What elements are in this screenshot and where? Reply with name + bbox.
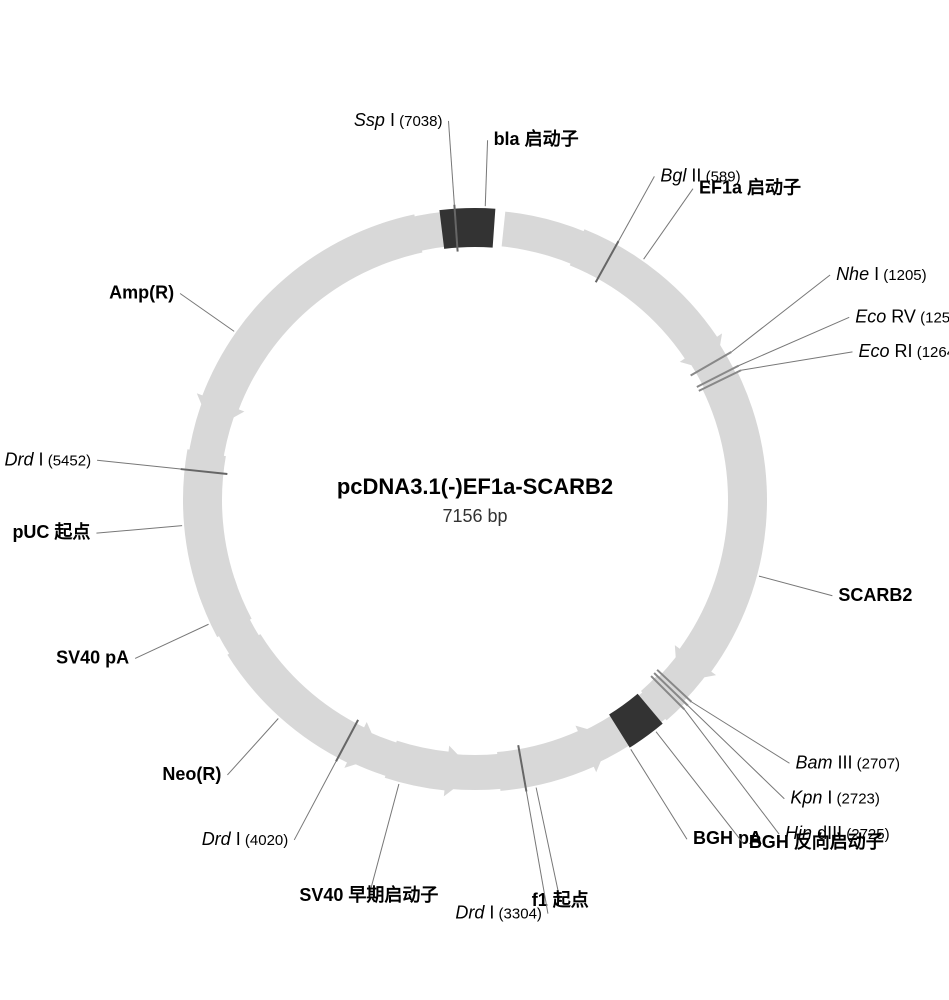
site-leader [448, 121, 454, 205]
feature-leader [656, 732, 743, 843]
site-label: Hin dIII (2725) [785, 823, 890, 843]
site-label: Kpn I (2723) [790, 788, 880, 808]
feature-leader [227, 718, 278, 774]
site-leader [294, 761, 336, 840]
feature-label: Neo(R) [162, 764, 221, 784]
feature-bla 启动子 [439, 208, 495, 249]
feature-leader [759, 576, 832, 596]
feature-Amp(R) [197, 214, 423, 429]
site-leader [691, 702, 789, 763]
feature-leader [96, 526, 182, 533]
site-leader [741, 352, 852, 370]
site-label: Drd I (3304) [455, 903, 542, 923]
feature-label: Amp(R) [109, 283, 174, 303]
site-leader [731, 275, 830, 352]
site-leader [684, 709, 779, 834]
site-label: Nhe I (1205) [836, 264, 927, 284]
site-label: Ssp I (7038) [354, 110, 443, 130]
feature-label: bla 启动子 [494, 128, 579, 149]
site-label: Eco RV (1256) [855, 306, 949, 326]
site-leader [619, 176, 655, 241]
site-leader [739, 317, 849, 365]
feature-EF1a 启动子 [570, 229, 722, 372]
site-label: Drd I (4020) [202, 829, 289, 849]
feature-leader [369, 784, 399, 896]
site-leader [97, 460, 181, 469]
feature-leader [536, 788, 560, 901]
site-label: Drd I (5452) [5, 449, 92, 469]
feature-leader [631, 749, 687, 839]
feature-leader [135, 624, 208, 658]
feature-f1 起点 [497, 726, 611, 791]
ring-half-2 [185, 212, 475, 790]
site-label: Bam III (2707) [795, 752, 900, 772]
feature-leader [485, 140, 487, 206]
feature-Neo(R) [227, 634, 381, 768]
plasmid-name: pcDNA3.1(-)EF1a-SCARB2 [337, 474, 613, 499]
ring-half-1 [475, 212, 765, 790]
site-label: Bgl II (589) [660, 165, 740, 185]
feature-label: SV40 早期启动子 [299, 884, 438, 905]
feature-SCARB2 [675, 372, 767, 682]
feature-label: SCARB2 [838, 585, 912, 605]
site-leader [688, 706, 784, 799]
feature-leader [644, 189, 693, 259]
feature-leader [180, 294, 234, 332]
feature-label: SV40 pA [56, 647, 129, 667]
plasmid-size: 7156 bp [442, 506, 507, 526]
plasmid-map: bla 启动子 Amp(R) pUC 起点 SV40 pA Neo(R) SV40 早期启… [0, 0, 949, 1000]
site-label: Eco RI (1264) [858, 341, 949, 361]
feature-label: pUC 起点 [12, 521, 90, 542]
